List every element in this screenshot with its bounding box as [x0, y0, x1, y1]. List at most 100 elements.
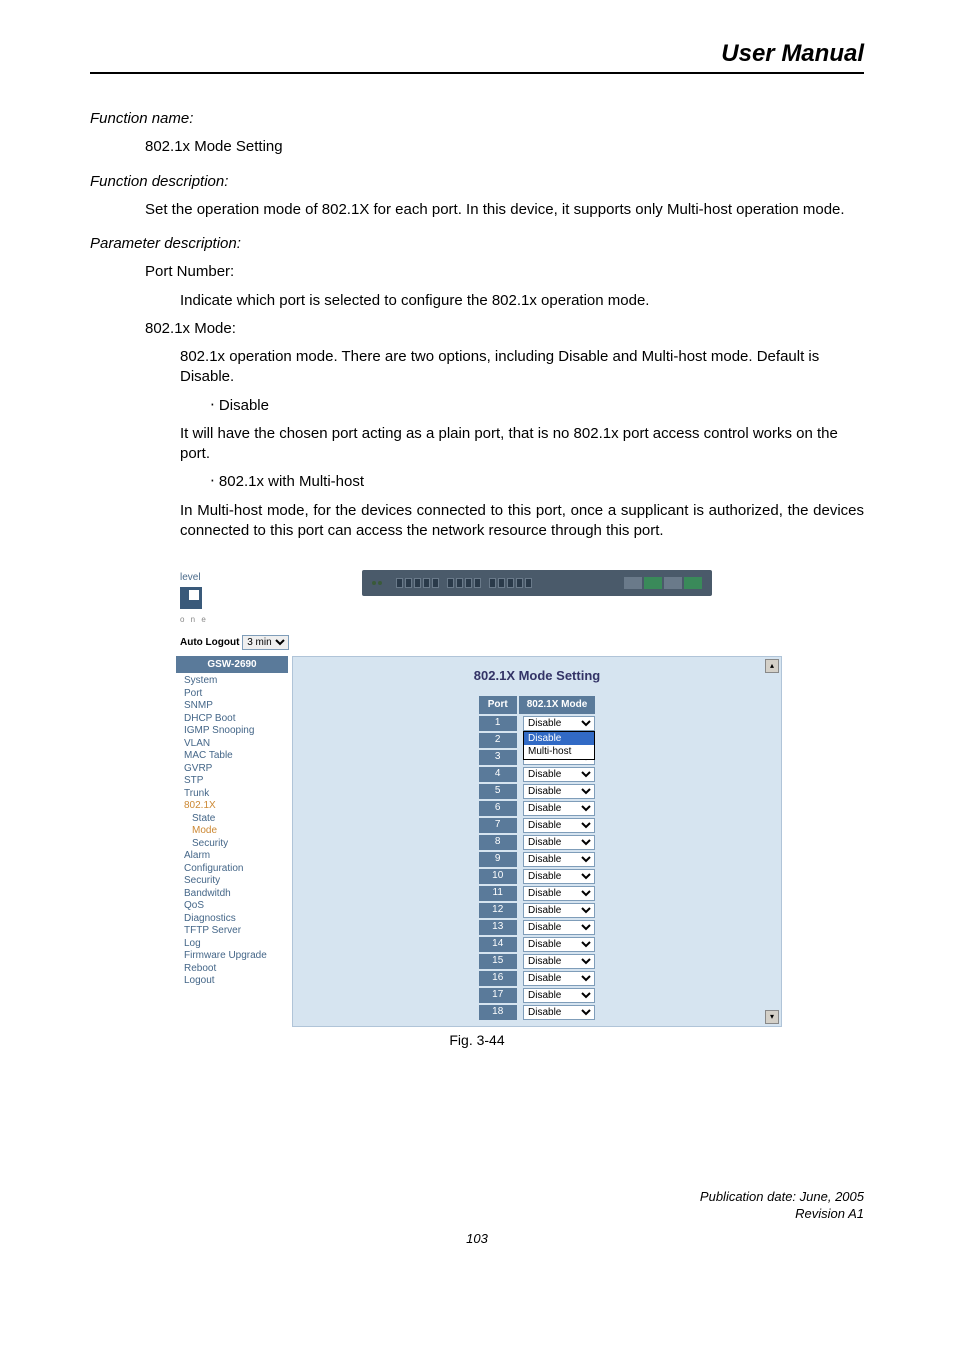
sidebar-item[interactable]: System	[176, 675, 288, 688]
port-number-cell: 6	[479, 801, 517, 816]
port-number-cell: 7	[479, 818, 517, 833]
mode-select[interactable]: Disable	[523, 988, 595, 1003]
logo-area: level o n e	[172, 566, 292, 631]
port-number-cell: 9	[479, 852, 517, 867]
embedded-screenshot: level o n e	[172, 566, 782, 1027]
mode-select[interactable]: Disable	[523, 903, 595, 918]
sidebar-item[interactable]: STP	[176, 775, 288, 788]
sidebar-item[interactable]: Security	[176, 875, 288, 888]
page-number: 103	[90, 1231, 864, 1246]
header-rule	[90, 72, 864, 74]
sidebar-item[interactable]: SNMP	[176, 700, 288, 713]
sidebar-item[interactable]: Reboot	[176, 963, 288, 976]
sidebar-item[interactable]: QoS	[176, 900, 288, 913]
mode-cell: Disable	[519, 784, 596, 799]
table-row: 9 Disable	[479, 852, 596, 867]
sidebar-item[interactable]: DHCP Boot	[176, 713, 288, 726]
mode-select[interactable]: Disable	[523, 937, 595, 952]
sidebar-item[interactable]: Alarm	[176, 850, 288, 863]
auto-logout-select[interactable]: 3 min	[242, 635, 289, 650]
param-port-number-hdr: Port Number:	[145, 262, 864, 282]
page-footer: Publication date: June, 2005 Revision A1	[90, 1189, 864, 1223]
sidebar-item[interactable]: Trunk	[176, 788, 288, 801]
scroll-down-icon[interactable]: ▾	[765, 1010, 779, 1024]
sidebar-item[interactable]: Firmware Upgrade	[176, 950, 288, 963]
mode-select[interactable]: Disable	[523, 920, 595, 935]
mode-select[interactable]: Disable	[523, 971, 595, 986]
table-row: 7 Disable	[479, 818, 596, 833]
mode-select[interactable]: Disable	[523, 954, 595, 969]
param-mode-hdr: 802.1x Mode:	[145, 319, 864, 339]
port-number-cell: 13	[479, 920, 517, 935]
sidebar-item[interactable]: TFTP Server	[176, 925, 288, 938]
mode-select[interactable]: Disable	[523, 818, 595, 833]
sidebar-item[interactable]: State	[176, 813, 288, 826]
mode-option[interactable]: Disable	[524, 732, 594, 746]
figure-caption: Fig. 3-44	[90, 1031, 864, 1050]
mode-select[interactable]: Disable	[523, 886, 595, 901]
port-number-cell: 15	[479, 954, 517, 969]
mode-select[interactable]: Disable	[523, 869, 595, 884]
mode-cell: Disable	[519, 869, 596, 884]
mode-cell: Disable	[519, 818, 596, 833]
footer-pub-date: Publication date: June, 2005	[90, 1189, 864, 1206]
sidebar-item[interactable]: Mode	[176, 825, 288, 838]
sidebar-item[interactable]: Log	[176, 938, 288, 951]
mode-dropdown-list[interactable]: DisableMulti-host	[523, 731, 595, 760]
table-row: 11Disable	[479, 886, 596, 901]
mode-cell: Disable	[519, 1005, 596, 1020]
sidebar-item[interactable]: IGMP Snooping	[176, 725, 288, 738]
table-row: 14Disable	[479, 937, 596, 952]
port-number-cell: 8	[479, 835, 517, 850]
port-number-cell: 18	[479, 1005, 517, 1020]
scroll-up-icon[interactable]: ▴	[765, 659, 779, 673]
table-row: 13 Disable	[479, 920, 596, 935]
mode-select[interactable]: Disable	[523, 852, 595, 867]
table-row: 16Disable	[479, 971, 596, 986]
col-mode: 802.1X Mode	[519, 696, 596, 714]
mode-option[interactable]: Multi-host	[524, 745, 594, 759]
mode-select[interactable]: Disable	[523, 767, 595, 782]
sidebar-item[interactable]: Logout	[176, 975, 288, 988]
mode-select[interactable]: Disable	[523, 784, 595, 799]
sidebar-item[interactable]: 802.1X	[176, 800, 288, 813]
function-desc-text: Set the operation mode of 802.1X for eac…	[145, 200, 864, 220]
function-desc-label: Function description:	[90, 172, 864, 192]
mode-cell: Disable	[519, 971, 596, 986]
logo-icon	[180, 587, 202, 609]
logo-subtext: o n e	[180, 615, 284, 626]
mode-cell: Disable	[519, 988, 596, 1003]
mode-cell: Disable	[519, 920, 596, 935]
mode-select[interactable]: Disable	[523, 801, 595, 816]
doc-header-title: User Manual	[90, 40, 864, 72]
sidebar-item[interactable]: Configuration	[176, 863, 288, 876]
sidebar-item[interactable]: VLAN	[176, 738, 288, 751]
mode-select[interactable]: Disable	[523, 835, 595, 850]
function-name-label: Function name:	[90, 109, 864, 129]
port-number-cell: 12	[479, 903, 517, 918]
param-desc-label: Parameter description:	[90, 234, 864, 254]
table-row: 8 Disable	[479, 835, 596, 850]
logo-text: level	[180, 571, 284, 585]
panel-title: 802.1X Mode Setting	[293, 667, 781, 685]
table-row: 5 Disable	[479, 784, 596, 799]
sidebar-item[interactable]: GVRP	[176, 763, 288, 776]
mode-cell: Disable	[519, 852, 596, 867]
sidebar-item[interactable]: Diagnostics	[176, 913, 288, 926]
sidebar-item[interactable]: Port	[176, 688, 288, 701]
sidebar-item[interactable]: Security	[176, 838, 288, 851]
mode-select[interactable]: Disable	[523, 1005, 595, 1020]
table-row: 6 Disable	[479, 801, 596, 816]
bullet-multihost: ‧ 802.1x with Multi-host	[210, 472, 864, 492]
sidebar-item[interactable]: Bandwitdh	[176, 888, 288, 901]
param-port-number-txt: Indicate which port is selected to confi…	[180, 291, 864, 311]
port-number-cell: 10	[479, 869, 517, 884]
function-name-value: 802.1x Mode Setting	[145, 137, 864, 157]
mode-cell: Disable	[519, 903, 596, 918]
mode-select[interactable]: Disable	[523, 716, 595, 731]
port-number-cell: 5	[479, 784, 517, 799]
table-row: 4Disable	[479, 767, 596, 782]
bullet-disable-text: It will have the chosen port acting as a…	[180, 424, 864, 465]
mode-cell: Disable	[519, 767, 596, 782]
sidebar-item[interactable]: MAC Table	[176, 750, 288, 763]
